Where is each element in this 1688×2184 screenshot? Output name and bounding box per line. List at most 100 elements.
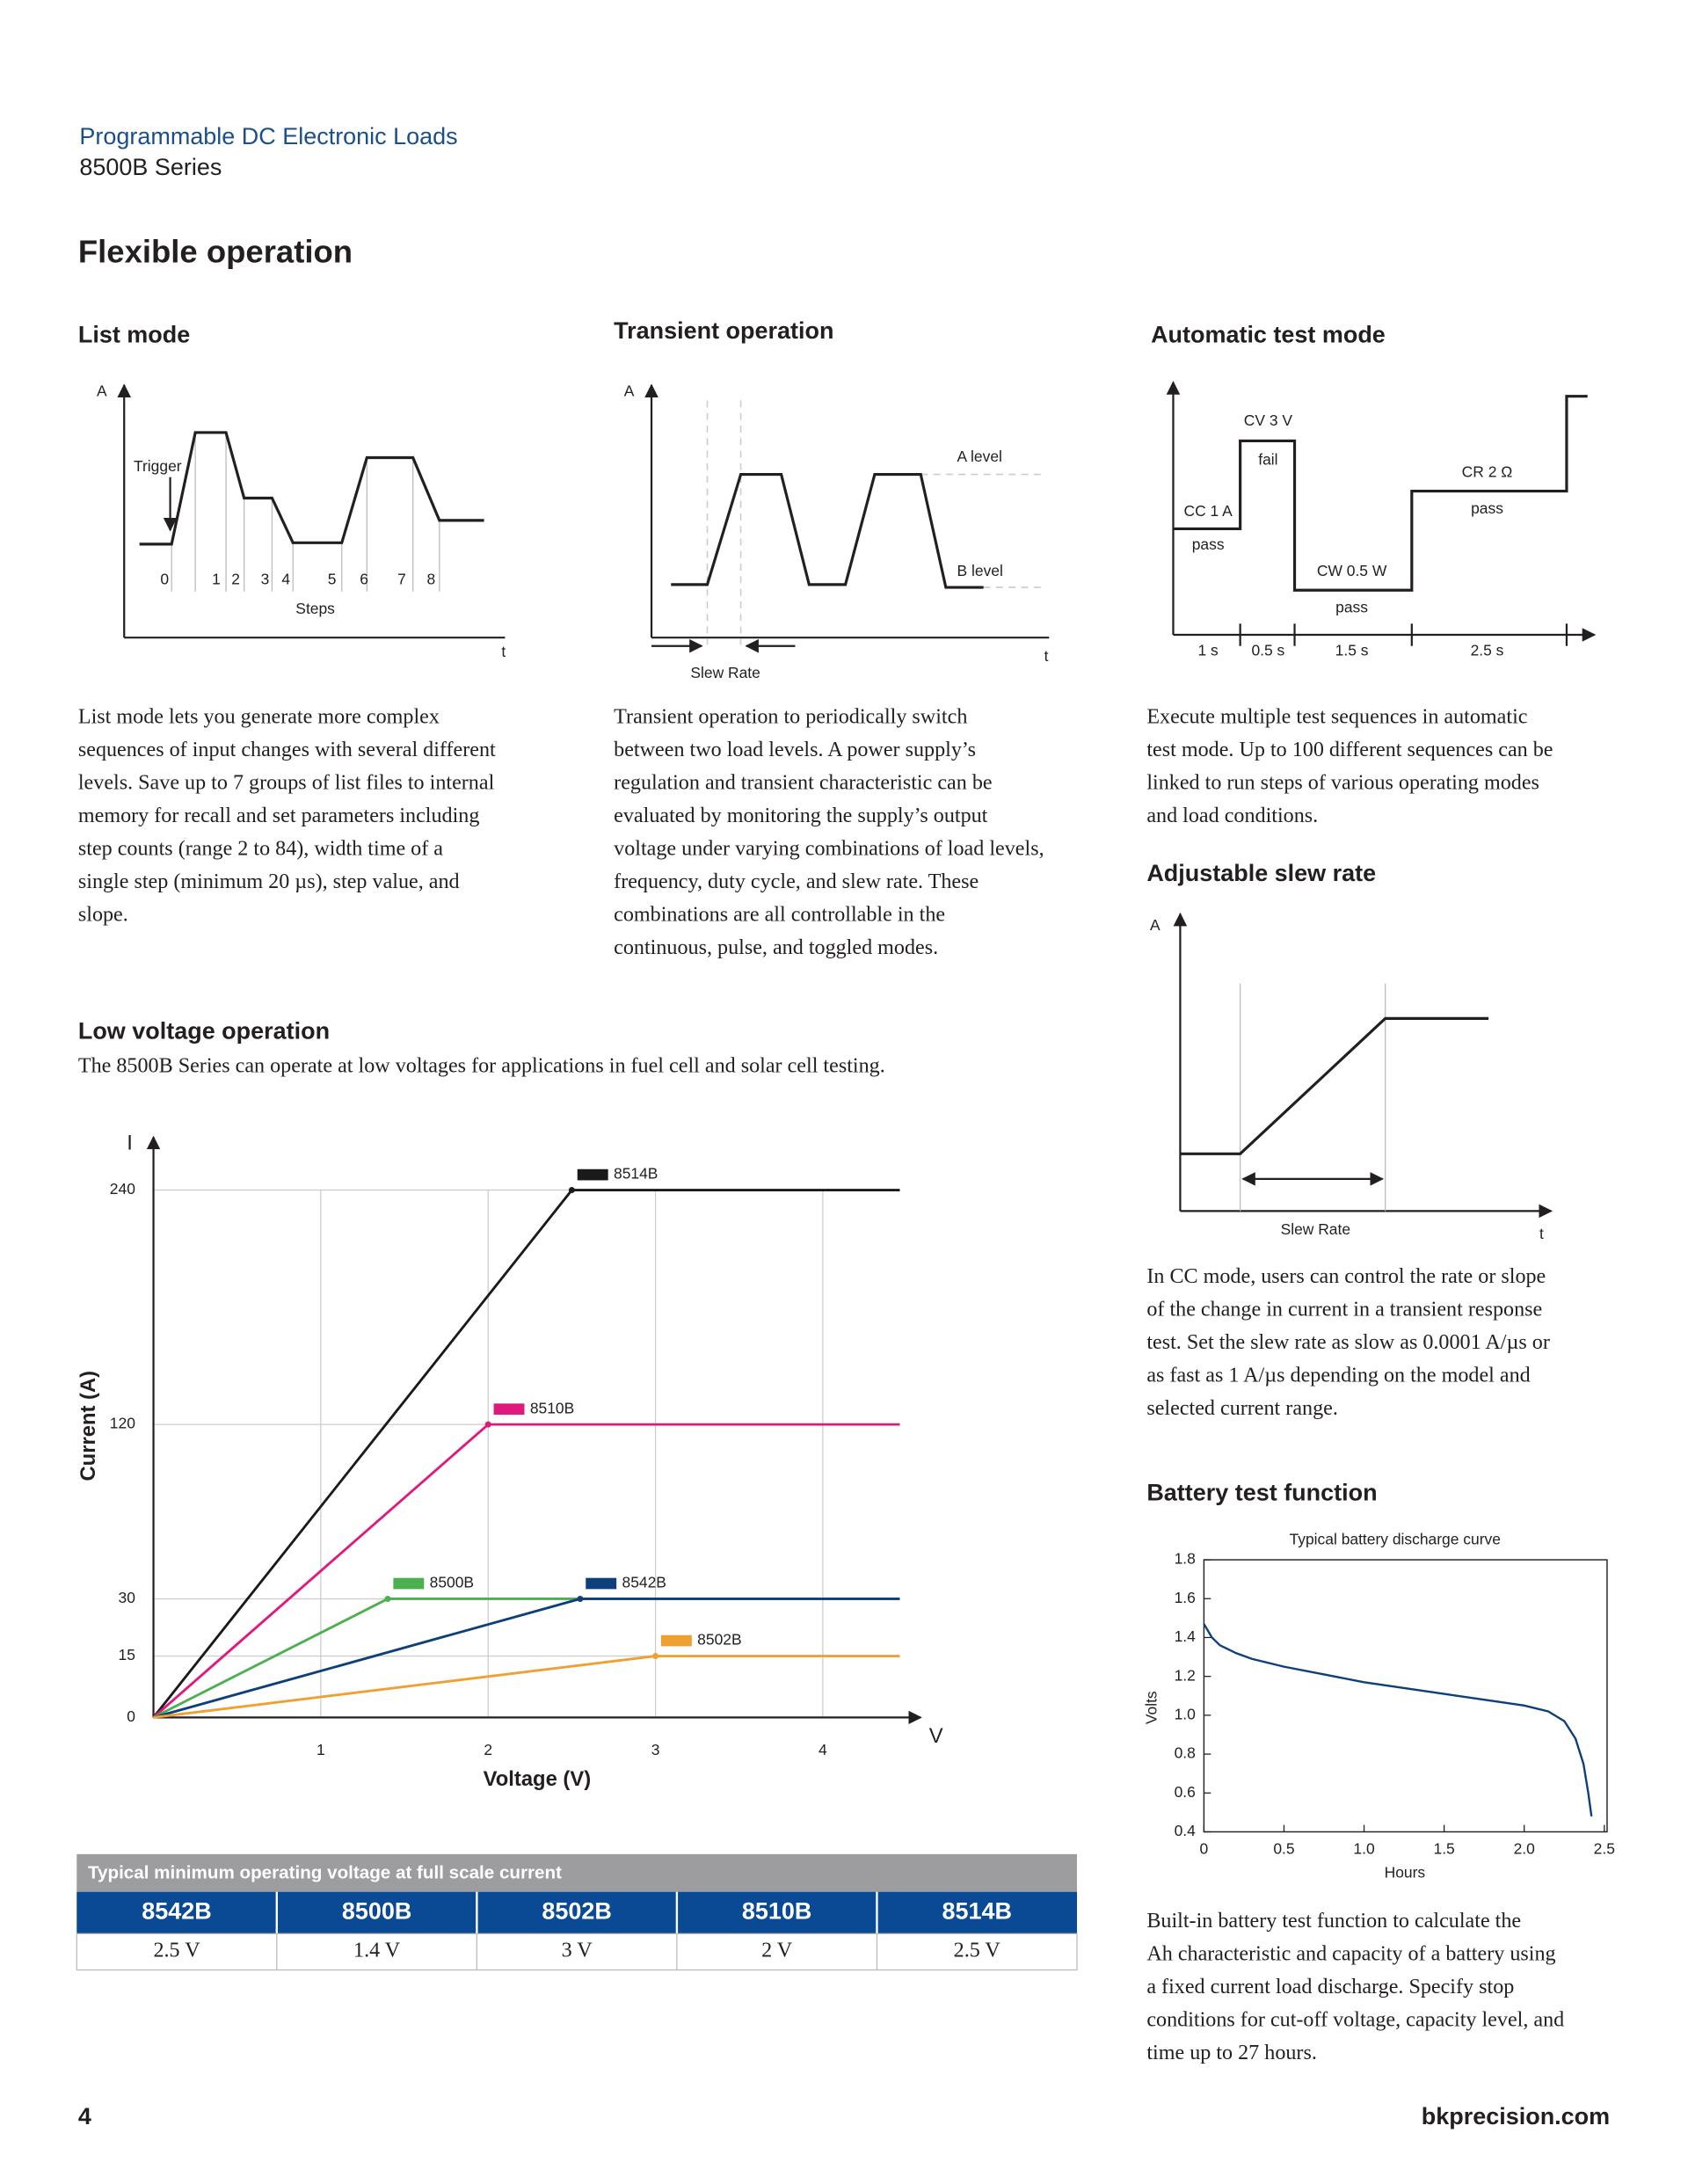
mode-label: CV 3 V <box>1244 411 1293 429</box>
page-number: 4 <box>78 2103 91 2129</box>
knee-point <box>568 1187 575 1194</box>
body-line: between two load levels. A power supply’… <box>614 739 976 761</box>
table-cell: 1.4 V <box>353 1939 401 1962</box>
result-label: pass <box>1471 499 1503 517</box>
y-tick-label: 0.6 <box>1175 1783 1196 1801</box>
level-label: B level <box>957 562 1003 579</box>
body-line: In CC mode, users can control the rate o… <box>1146 1265 1546 1288</box>
body-line: voltage under varying combinations of lo… <box>614 838 1044 861</box>
body-line: continuous, pulse, and toggled modes. <box>614 936 938 959</box>
knee-point <box>484 1421 491 1428</box>
legend-swatch <box>586 1577 617 1590</box>
y-tick-label: 0 <box>127 1707 135 1725</box>
section-heading: Transient operation <box>614 317 833 344</box>
steps-label: Steps <box>295 600 335 617</box>
axis-symbol: V <box>929 1724 943 1748</box>
legend-swatch <box>493 1403 525 1416</box>
body-line: combinations are all controllable in the <box>614 903 945 926</box>
header-title: Programmable DC Electronic Loads <box>79 123 457 149</box>
page-title: Flexible operation <box>78 233 353 269</box>
knee-point <box>652 1653 659 1660</box>
x-tick-label: 4 <box>819 1741 827 1758</box>
y-axis-title: Volts <box>1142 1691 1160 1724</box>
body-line: a fixed current load discharge. Specify … <box>1146 1976 1514 1998</box>
legend-label: 8510B <box>530 1399 574 1416</box>
chart-title: Typical battery discharge curve <box>1290 1530 1501 1547</box>
x-tick-label: 3 <box>651 1741 660 1758</box>
slew-rate-diagram: A t Slew Rate <box>1150 912 1553 1242</box>
section-body: The 8500B Series can operate at low volt… <box>78 1054 885 1077</box>
body-line: selected current range. <box>1146 1397 1338 1420</box>
time-label: 0.5 s <box>1251 642 1284 659</box>
step-label: 4 <box>281 571 290 588</box>
result-label: pass <box>1335 598 1368 615</box>
table-header-cell: 8500B <box>342 1898 411 1925</box>
knee-point <box>577 1595 584 1602</box>
waveform <box>139 431 484 546</box>
x-tick-label: 2.0 <box>1514 1840 1536 1858</box>
plot-frame <box>1203 1559 1608 1833</box>
time-label: 2.5 s <box>1471 642 1504 659</box>
body-line: of the change in current in a transient … <box>1146 1298 1542 1321</box>
transient-diagram: A t A level B level Slew Rate <box>624 382 1050 681</box>
slew-rate-label: Slew Rate <box>1281 1220 1350 1238</box>
series-line <box>152 1423 900 1719</box>
list-mode-diagram: A t Trigger Steps <box>97 382 506 661</box>
series-line <box>1203 1623 1593 1816</box>
body-line: sequences of input changes with several … <box>78 739 496 761</box>
mode-label: CW 0.5 W <box>1317 562 1387 579</box>
body-line: Ah characteristic and capacity of a batt… <box>1146 1943 1555 1966</box>
x-axis-title: Hours <box>1385 1864 1426 1882</box>
table-cell: 2.5 V <box>153 1939 200 1962</box>
body-line: test mode. Up to 100 different sequences… <box>1146 739 1553 761</box>
step-label: 6 <box>360 571 368 588</box>
table-cell: 2.5 V <box>954 1939 1001 1962</box>
body-line: slope. <box>78 903 128 926</box>
step-label: 0 <box>160 571 169 588</box>
knee-point <box>384 1595 391 1602</box>
table-header-bg <box>76 1891 1077 1934</box>
x-tick-label: 1.0 <box>1353 1840 1375 1858</box>
body-line: regulation and transient characteristic … <box>614 772 992 795</box>
time-label: 1.5 s <box>1335 642 1369 659</box>
table-row <box>76 1933 1078 1971</box>
step-ticks <box>1239 623 1568 646</box>
legend-swatch <box>393 1577 425 1590</box>
axis-label: t <box>501 643 506 660</box>
result-label: fail <box>1258 450 1277 468</box>
x-tick-label: 0 <box>1200 1840 1209 1858</box>
body-line: Built-in battery test function to calcul… <box>1146 1910 1521 1933</box>
mode-label: CR 2 Ω <box>1462 463 1513 481</box>
step-label: 2 <box>231 571 240 588</box>
series-line <box>153 1598 900 1719</box>
body-line: test. Set the slew rate as slow as 0.000… <box>1146 1331 1550 1354</box>
body-line: and load conditions. <box>1146 804 1318 827</box>
section-heading: Low voltage operation <box>78 1017 330 1044</box>
section-heading: List mode <box>78 322 190 348</box>
x-tick-label: 2 <box>484 1741 492 1758</box>
y-tick-label: 1.8 <box>1175 1550 1196 1568</box>
axis-label: A <box>624 382 635 400</box>
body-line: levels. Save up to 7 groups of list file… <box>78 772 495 795</box>
step-label: 3 <box>261 571 270 588</box>
body-line: as fast as 1 A/µs depending on the model… <box>1146 1364 1530 1387</box>
step-label: 1 <box>212 571 221 588</box>
body-line: Execute multiple test sequences in autom… <box>1146 706 1527 729</box>
body-line: frequency, duty cycle, and slew rate. Th… <box>614 870 979 893</box>
step-guides <box>171 432 440 592</box>
slew-rate-label: Slew Rate <box>690 664 760 681</box>
table-cell: 2 V <box>761 1939 793 1962</box>
y-tick-label: 1.6 <box>1175 1589 1196 1606</box>
body-line: linked to run steps of various operating… <box>1146 772 1539 795</box>
y-tick-label: 1.2 <box>1175 1666 1196 1684</box>
body-line: single step (minimum 20 µs), step value,… <box>78 870 460 893</box>
table-header-cell: 8514B <box>942 1898 1011 1925</box>
y-axis-title: Current (A) <box>76 1371 100 1481</box>
legend-label: 8502B <box>697 1631 741 1649</box>
body-line: evaluated by monitoring the supply’s out… <box>614 804 988 827</box>
axis-label: t <box>1044 647 1049 665</box>
axis-label: A <box>1150 916 1160 934</box>
y-tick-label: 30 <box>119 1589 136 1606</box>
